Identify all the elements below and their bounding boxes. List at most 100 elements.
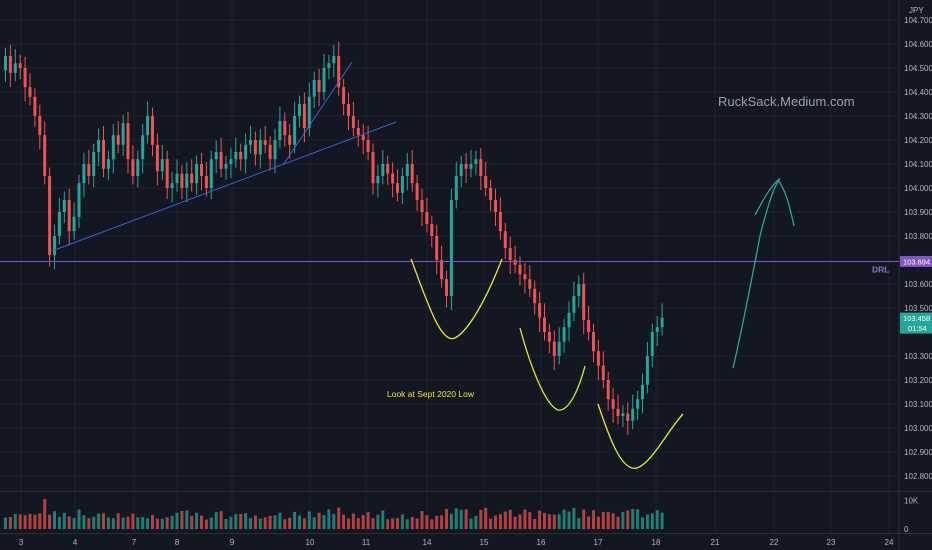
volume-bar bbox=[200, 515, 203, 529]
volume-bar bbox=[381, 510, 385, 529]
volume-bar bbox=[356, 518, 360, 529]
time-tick-label: 11 bbox=[362, 538, 371, 547]
volume-bar bbox=[523, 509, 527, 529]
candle-body bbox=[636, 399, 640, 409]
volume-bar bbox=[611, 513, 615, 529]
candle-body bbox=[420, 200, 424, 212]
green-arrow-head[interactable] bbox=[754, 179, 795, 227]
volume-bar bbox=[185, 510, 189, 529]
volume-bar bbox=[111, 518, 115, 529]
time-tick-label: 21 bbox=[711, 538, 720, 547]
candle-body bbox=[195, 164, 199, 184]
yellow-curve-3[interactable] bbox=[597, 403, 684, 469]
volume-bar bbox=[420, 511, 424, 529]
candle-body bbox=[508, 248, 512, 260]
candle-body bbox=[557, 341, 561, 356]
volume-bar bbox=[400, 514, 404, 529]
candle-body bbox=[97, 140, 101, 152]
yellow-curve-1[interactable] bbox=[410, 258, 503, 340]
volume-bar bbox=[283, 519, 287, 529]
candle-body bbox=[469, 164, 473, 169]
candle-body bbox=[337, 56, 341, 88]
candle-body bbox=[4, 56, 7, 71]
volume-bar bbox=[596, 516, 600, 529]
volume-bar bbox=[376, 514, 380, 529]
yellow-curve-2[interactable] bbox=[519, 327, 586, 411]
price-axis[interactable]: 104.700 104.600 104.500 104.400 104.300 104.2… bbox=[904, 16, 932, 481]
last-price-tag: 103.458 01:54 bbox=[900, 312, 932, 334]
volume-bar bbox=[577, 518, 581, 529]
candle-body bbox=[43, 135, 47, 176]
volume-bar bbox=[410, 517, 414, 529]
candle-body bbox=[175, 173, 179, 184]
volume-bar bbox=[342, 514, 346, 529]
price-tick-label: 102.800 bbox=[904, 472, 932, 481]
volume-bar bbox=[263, 517, 267, 529]
candle-body bbox=[396, 183, 399, 193]
candle-body bbox=[606, 380, 610, 400]
price-tick-label: 103.000 bbox=[904, 424, 932, 433]
candle-body bbox=[616, 408, 620, 416]
volume-bar bbox=[371, 518, 375, 529]
drl-label: DRL bbox=[872, 264, 889, 274]
time-axis[interactable]: 3 4 7 8 9 10 11 14 15 16 17 18 21 22 23 24 bbox=[19, 538, 894, 547]
volume-bar bbox=[77, 509, 81, 529]
volume-bar bbox=[538, 510, 542, 529]
candle-body bbox=[28, 87, 32, 97]
volume-bar bbox=[552, 514, 556, 529]
volume-bar bbox=[567, 511, 571, 529]
volume-bar bbox=[445, 509, 448, 529]
price-tick-label: 104.600 bbox=[904, 40, 932, 49]
candle-body bbox=[415, 183, 419, 200]
volume-bar bbox=[116, 513, 120, 529]
trendline-long[interactable] bbox=[51, 121, 397, 252]
volume-bar bbox=[126, 516, 130, 529]
volume-bar bbox=[136, 517, 140, 529]
candle-body bbox=[435, 236, 439, 260]
candle-body bbox=[596, 351, 600, 366]
volume-bar bbox=[391, 518, 395, 529]
volume-bar bbox=[361, 515, 365, 529]
candle-body bbox=[587, 320, 591, 332]
candle-body bbox=[464, 164, 468, 169]
green-arrow-shaft[interactable] bbox=[732, 177, 781, 369]
candle-body bbox=[611, 399, 615, 409]
candle-body bbox=[170, 183, 174, 188]
candle-body bbox=[391, 173, 395, 184]
volume-bar bbox=[33, 514, 37, 529]
candle-body bbox=[165, 159, 169, 188]
candle-body bbox=[77, 183, 81, 217]
candle-body bbox=[547, 332, 551, 342]
volume-bar bbox=[650, 513, 654, 529]
candle-body bbox=[645, 356, 649, 385]
volume-bar bbox=[533, 519, 537, 529]
volume-bar bbox=[229, 516, 233, 529]
volume-bar bbox=[4, 517, 7, 529]
price-tick-label: 103.900 bbox=[904, 208, 932, 217]
candle-body bbox=[474, 159, 478, 164]
candle-body bbox=[449, 200, 453, 296]
volume-bar bbox=[547, 514, 551, 529]
candle-body bbox=[342, 87, 346, 104]
candle-body bbox=[283, 120, 287, 136]
trendline-short[interactable] bbox=[282, 61, 353, 166]
candle-body bbox=[582, 284, 586, 320]
price-tick-label: 104.000 bbox=[904, 184, 932, 193]
volume-bar bbox=[121, 517, 125, 529]
volume-bar bbox=[454, 508, 458, 529]
volume-bar bbox=[43, 499, 47, 529]
candle-body bbox=[302, 104, 306, 128]
candle-body bbox=[219, 152, 223, 169]
watermark-text: RuckSack.Medium.com bbox=[718, 94, 855, 109]
candle-body bbox=[136, 159, 140, 176]
candle-body bbox=[204, 176, 208, 188]
candle-body bbox=[445, 279, 448, 296]
volume-bar bbox=[151, 515, 154, 529]
candle-body bbox=[298, 104, 301, 116]
volume-bar bbox=[131, 513, 135, 529]
volume-bar bbox=[8, 517, 12, 529]
candle-body bbox=[660, 317, 664, 328]
candle-body bbox=[87, 164, 91, 176]
candle-body bbox=[523, 274, 527, 280]
